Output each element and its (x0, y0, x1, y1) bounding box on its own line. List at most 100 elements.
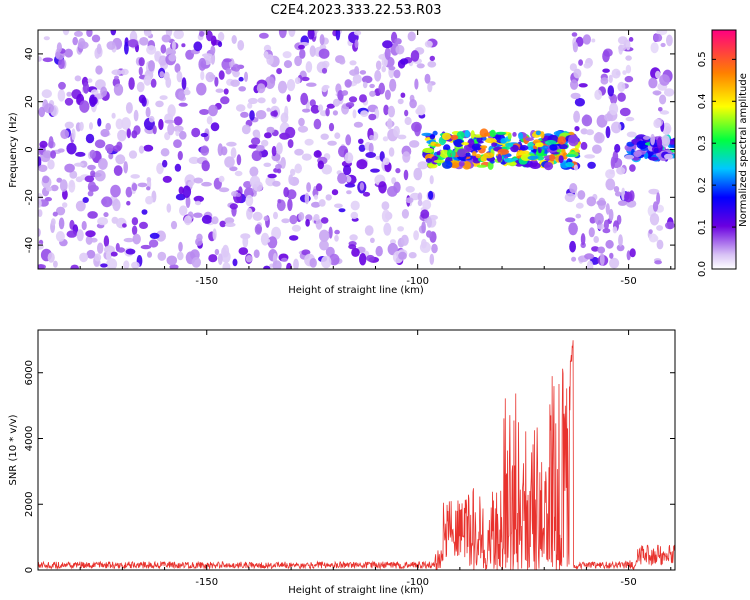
heatmap-cell (72, 36, 78, 46)
heatmap-cell (87, 164, 96, 171)
heatmap-cell (200, 145, 210, 156)
heatmap-cell (64, 121, 74, 129)
heatmap-cell (166, 203, 172, 213)
heatmap-cell (389, 78, 397, 92)
heatmap-cell (160, 148, 170, 157)
heatmap-cell (426, 216, 432, 228)
heatmap-cell (350, 200, 360, 211)
heatmap-cell (214, 248, 220, 256)
heatmap-cell (404, 116, 412, 126)
heatmap-cell (90, 170, 96, 178)
heatmap-cell (434, 143, 442, 147)
heatmap-cell (607, 85, 615, 97)
heatmap-cell (325, 194, 332, 201)
heatmap-cell (89, 96, 98, 106)
heatmap-cell (429, 175, 434, 185)
colorbar-tick-label: 0.1 (697, 219, 708, 235)
heatmap-cell (574, 126, 580, 132)
heatmap-cell (270, 110, 278, 117)
heatmap-cell (191, 257, 201, 268)
heatmap-cell (558, 155, 564, 164)
heatmap-cell (76, 229, 84, 242)
heatmap-cell (222, 244, 230, 258)
heatmap-cell (338, 208, 346, 213)
heatmap-cell (319, 34, 325, 46)
heatmap-cell (409, 140, 420, 148)
heatmap-cell (648, 188, 660, 195)
heatmap-cell (574, 97, 586, 107)
heatmap-cell (294, 148, 304, 156)
heatmap-cell (178, 186, 184, 195)
heatmap-cell (120, 68, 129, 76)
heatmap-cell (234, 170, 243, 177)
heatmap-cell (123, 161, 128, 174)
heatmap-cell (390, 239, 396, 245)
heatmap-cell (337, 172, 348, 184)
chart-title: C2E4.2023.333.22.53.R03 (270, 3, 441, 18)
heatmap-cell (405, 186, 415, 193)
heatmap-cell (181, 43, 186, 48)
heatmap-cell (417, 199, 423, 207)
heatmap-cell (150, 78, 157, 88)
heatmap-cell (259, 32, 269, 39)
heatmap-cell (124, 41, 129, 55)
heatmap-cell (543, 162, 554, 171)
heatmap-cell (383, 104, 389, 116)
heatmap-cell (368, 113, 377, 121)
heatmap-cell (230, 147, 237, 159)
heatmap-cell (484, 137, 496, 144)
heatmap-cell (581, 114, 593, 127)
heatmap-cell (421, 238, 427, 249)
y-tick-label: 20 (24, 95, 35, 108)
heatmap-cell (275, 163, 282, 170)
heatmap-cell (131, 130, 138, 139)
heatmap-cell (605, 169, 616, 179)
heatmap-cell (286, 189, 297, 200)
heatmap-cell (66, 91, 72, 97)
heatmap-cell (50, 150, 56, 159)
heatmap-cell (381, 65, 387, 73)
heatmap-cell (286, 262, 292, 269)
heatmap-cell (214, 76, 219, 87)
heatmap-cell (125, 248, 136, 255)
heatmap-cell (223, 58, 232, 63)
heatmap-cell (77, 41, 89, 49)
heatmap-cell (62, 30, 70, 36)
heatmap-cell (475, 153, 481, 159)
colorbar-tick-label: 0.0 (697, 261, 708, 277)
heatmap-cell (173, 30, 184, 40)
heatmap-cell (586, 260, 594, 269)
heatmap-cell (425, 158, 432, 163)
heatmap-cell (557, 136, 567, 145)
heatmap-cell (266, 126, 275, 134)
heatmap-cell (128, 77, 135, 90)
heatmap-cell (294, 77, 301, 85)
heatmap-cell (624, 191, 633, 203)
heatmap-cell (178, 90, 186, 101)
heatmap-cell (241, 124, 251, 135)
heatmap-cell (110, 184, 121, 198)
heatmap-cell (625, 64, 632, 74)
heatmap-cell (570, 79, 579, 90)
heatmap-cell (143, 144, 154, 152)
heatmap-cell (605, 203, 610, 215)
heatmap-cell (97, 217, 109, 226)
heatmap-cell (75, 151, 86, 157)
heatmap-cell (577, 190, 586, 200)
heatmap-cell (318, 199, 326, 207)
heatmap-cell (609, 102, 619, 116)
heatmap-cell (291, 224, 301, 232)
heatmap-cell (625, 41, 631, 51)
heatmap-cell (569, 183, 578, 194)
y-tick-label: 6000 (24, 360, 35, 385)
heatmap-cell (200, 132, 209, 138)
heatmap-cell (136, 81, 145, 93)
heatmap-cell (305, 61, 313, 73)
heatmap-cell (540, 131, 545, 139)
heatmap-cell (299, 48, 306, 59)
heatmap-cell (458, 160, 465, 167)
heatmap-cell (193, 195, 204, 203)
heatmap-cell (272, 260, 282, 269)
heatmap-cell (608, 74, 613, 84)
